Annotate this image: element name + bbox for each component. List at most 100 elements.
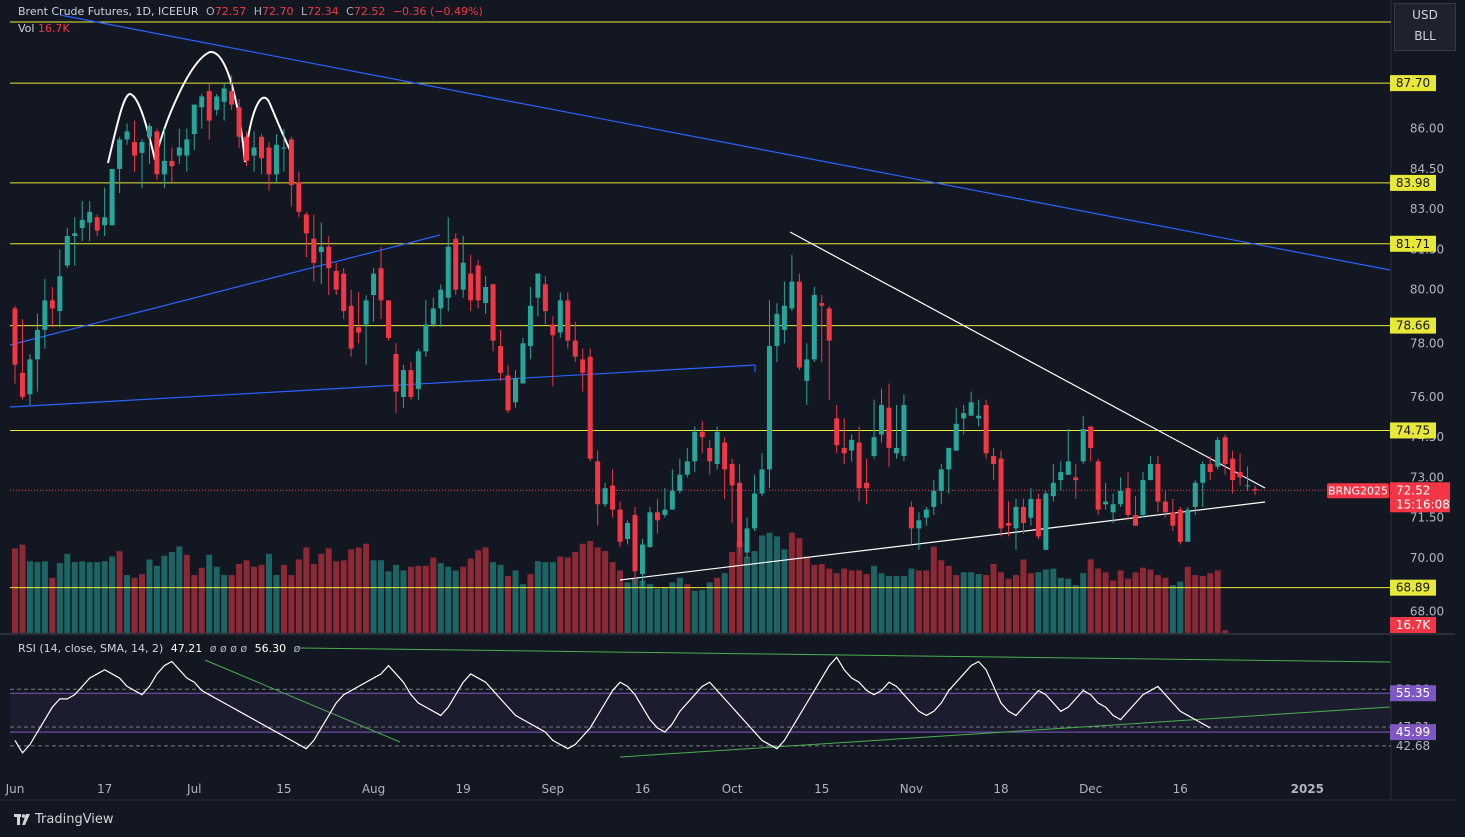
candle-body [475, 265, 481, 301]
candle-body [378, 268, 384, 301]
volume-bar [1139, 567, 1146, 633]
volume-bar [430, 557, 437, 633]
candle-body [505, 375, 511, 411]
volume-bar [445, 566, 452, 633]
candle-body [520, 343, 526, 384]
volume-bar [1222, 630, 1229, 633]
volume-bar [841, 568, 848, 633]
candle-body [766, 345, 772, 470]
volume-bar [422, 565, 429, 633]
candle-body [938, 469, 944, 491]
candle-body [1095, 461, 1101, 510]
candle-body [617, 509, 623, 542]
candle-body [468, 273, 474, 301]
candle-body [991, 455, 997, 465]
candle-body [1215, 439, 1221, 467]
candle-body [356, 327, 362, 333]
volume-bar [557, 556, 564, 633]
candle-body [288, 139, 294, 186]
rsi-tail: ø [293, 642, 301, 655]
volume-bar [407, 566, 414, 633]
volume-label[interactable]: Vol [18, 22, 35, 35]
volume-bar [198, 567, 205, 633]
candle-body [804, 359, 810, 381]
volume-bar [900, 575, 907, 633]
change-value: −0.36 (−0.49%) [392, 5, 483, 18]
candle-body [916, 520, 922, 529]
candle-body [879, 404, 885, 435]
volume-bar [71, 562, 78, 633]
candle-body [244, 136, 250, 161]
volume-bar [594, 547, 601, 633]
volume-bar [609, 562, 616, 633]
price-tick-label: 86.00 [1410, 122, 1444, 136]
volume-bar [856, 570, 863, 633]
volume-bar [355, 547, 362, 633]
candle-body [132, 142, 138, 156]
candle-body [1155, 464, 1161, 502]
candle-body [908, 506, 914, 529]
close-label: C [346, 5, 354, 18]
candle-body [796, 281, 802, 368]
candle-body [206, 91, 212, 121]
candle-body [460, 262, 466, 290]
candle-body [266, 147, 272, 175]
chart-panes [0, 0, 1455, 801]
currency-unit-button[interactable]: USD BLL [1394, 3, 1456, 51]
candle-body [699, 431, 705, 438]
volume-bar [333, 561, 340, 633]
candle-body [1162, 501, 1168, 513]
level-tag-label: 74.75 [1396, 423, 1430, 437]
candle-body [781, 305, 787, 330]
triangle-upper-line [789, 231, 1266, 489]
rsi-label[interactable]: RSI (14, close, SMA, 14, 2) [18, 642, 164, 655]
volume-bar [1050, 568, 1057, 633]
volume-bar [691, 590, 698, 633]
candle-body [199, 96, 205, 108]
candle-body [445, 246, 451, 298]
candle-body [214, 96, 220, 110]
volume-bar [131, 577, 138, 633]
volume-bar [1110, 580, 1117, 633]
candle-body [453, 238, 459, 290]
rsi-tick-label: 42.68 [1396, 739, 1430, 753]
volume-bar [1184, 566, 1191, 633]
level-tag [1390, 422, 1436, 439]
candle-body [303, 214, 309, 234]
volume-bar [280, 564, 287, 633]
volume-bar [79, 561, 86, 633]
price-tick-label: 73.00 [1410, 470, 1444, 484]
candle-body [1006, 523, 1012, 526]
time-tick-label: 17 [97, 782, 112, 796]
candle-body [639, 544, 645, 574]
tradingview-logo[interactable]: TradingView [14, 812, 114, 827]
volume-bar [325, 548, 332, 633]
candle-body [595, 461, 601, 505]
time-tick-label: Aug [362, 782, 385, 796]
candle-body [565, 300, 571, 341]
volume-bar [998, 572, 1005, 633]
candle-body [841, 447, 847, 454]
volume-bar [1005, 578, 1012, 633]
volume-bar [923, 570, 930, 633]
time-tick-label: Jul [186, 782, 201, 796]
volume-bar [766, 532, 773, 633]
candle-body [535, 273, 541, 298]
candle-body [1252, 488, 1258, 491]
rsi-pane [10, 647, 1391, 758]
rising-support-line [9, 364, 756, 408]
symbol-tag [1327, 483, 1389, 499]
triangle-lower-line [619, 501, 1266, 581]
candle-body [154, 131, 160, 175]
candle-body [946, 447, 952, 470]
candle-body [12, 308, 18, 365]
volume-bar [340, 560, 347, 633]
candle-body [229, 91, 235, 105]
volume-bar [968, 572, 975, 633]
symbol-title[interactable]: Brent Crude Futures, 1D, ICEEUR [18, 5, 199, 18]
volume-bar [1065, 578, 1072, 633]
candle-body [737, 482, 743, 548]
volume-bar [990, 564, 997, 633]
candle-body [236, 107, 242, 137]
